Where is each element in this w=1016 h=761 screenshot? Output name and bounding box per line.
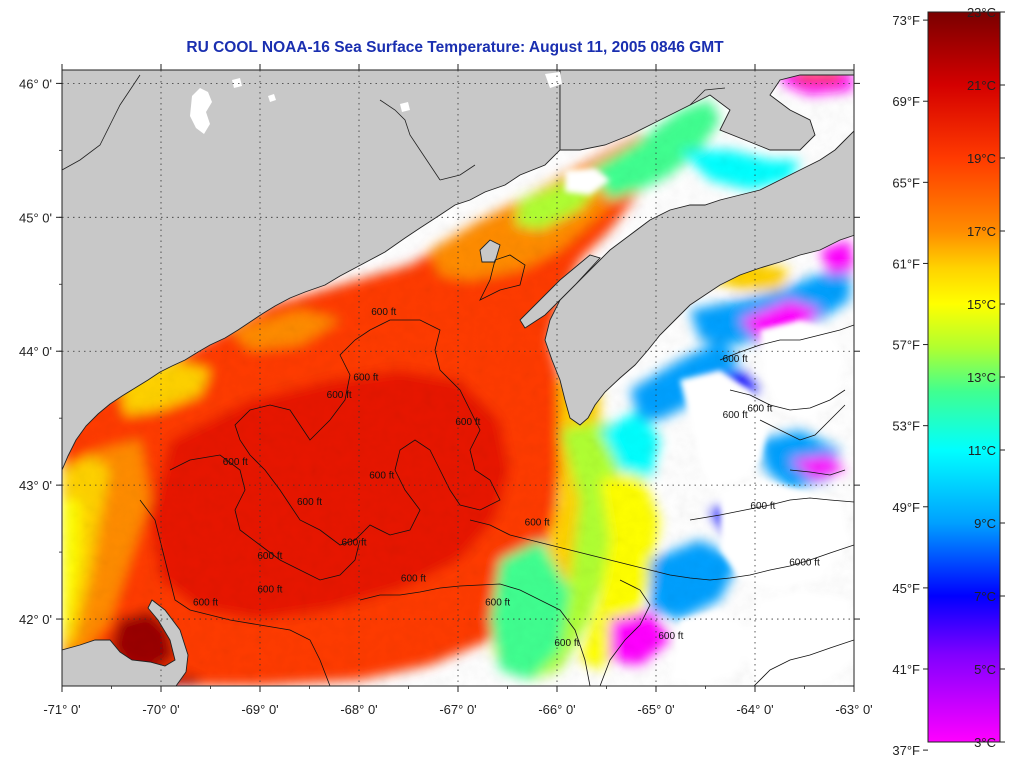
contour-label: 600 ft: [353, 373, 378, 384]
colorbar-celsius-labels: 23°C 21°C 19°C 17°C 15°C 13°C 11°C 9°C 7°C 5°C 3°C: [967, 5, 1005, 750]
colorbar-c-label: 3°C: [974, 735, 996, 750]
contour-label: 600 ft: [257, 584, 282, 595]
x-tick-label: -67° 0': [439, 702, 476, 717]
y-axis: 46° 0' 45° 0' 44° 0' 43° 0' 42° 0': [19, 76, 860, 627]
colorbar-c-label: 15°C: [967, 297, 996, 312]
contour-label: 600 ft: [401, 574, 426, 585]
contour-label: 6000 ft: [789, 557, 820, 568]
colorbar-c-label: 21°C: [967, 78, 996, 93]
contour-label: 600 ft: [193, 598, 218, 609]
contour-label: 600 ft: [369, 470, 394, 481]
x-tick-label: -65° 0': [637, 702, 674, 717]
colorbar-c-label: 17°C: [967, 224, 996, 239]
x-axis: -71° 0' -70° 0' -69° 0' -68° 0' -67° 0' -66° …: [43, 64, 873, 717]
colorbar-f-label: 45°F: [892, 581, 920, 596]
colorbar-fahrenheit-labels: 73°F 69°F 65°F 61°F 57°F 53°F 49°F 45°F 41°F 37°F: [892, 13, 928, 758]
y-tick-label: 42° 0': [19, 612, 52, 627]
y-tick-label: 46° 0': [19, 76, 52, 91]
contour-label: 600 ft: [747, 403, 772, 414]
contour-label: 600 ft: [327, 390, 352, 401]
colorbar-c-label: 19°C: [967, 151, 996, 166]
colorbar-c-label: 11°C: [968, 443, 996, 458]
bathymetry-contours: [139, 254, 854, 686]
colorbar-f-label: 65°F: [892, 175, 920, 190]
x-tick-label: -66° 0': [538, 702, 575, 717]
colorbar-c-label: 7°C: [974, 589, 996, 604]
colorbar-f-label: 61°F: [892, 256, 920, 271]
colorbar-scale: [927, 11, 1001, 743]
colorbar-c-label: 13°C: [967, 370, 996, 385]
colorbar-f-label: 69°F: [892, 94, 920, 109]
contour-label: 600 ft: [658, 631, 683, 642]
contour-label: 600 ft: [485, 598, 510, 609]
colorbar-f-label: 37°F: [892, 743, 920, 758]
y-tick-label: 44° 0': [19, 344, 52, 359]
no-data-patches: [565, 168, 854, 686]
contour-label: 600 ft: [723, 354, 748, 365]
colorbar-f-label: 49°F: [892, 500, 920, 515]
x-tick-label: -64° 0': [736, 702, 773, 717]
contour-label: 600 ft: [297, 497, 322, 508]
lakes: [190, 72, 562, 134]
land-borders: [62, 74, 726, 181]
contour-label: 600 ft: [723, 410, 748, 421]
y-tick-label: 45° 0': [19, 210, 52, 225]
y-tick-label: 43° 0': [19, 478, 52, 493]
x-tick-label: -70° 0': [142, 702, 179, 717]
colorbar-f-label: 57°F: [892, 338, 920, 353]
contour-label: 600 ft: [371, 307, 396, 318]
colorbar-c-label: 23°C: [967, 5, 996, 20]
colorbar-c-label: 5°C: [974, 662, 996, 677]
contour-label: 600 ft: [554, 638, 579, 649]
map-title: RU COOL NOAA-16 Sea Surface Temperature:…: [186, 39, 724, 56]
land: [62, 70, 854, 686]
colorbar-c-label: 9°C: [974, 516, 996, 531]
contour-label: 600 ft: [750, 501, 775, 512]
contour-label: 600 ft: [342, 537, 367, 548]
contour-label: 600 ft: [257, 551, 282, 562]
graticule-grid: [62, 70, 854, 686]
x-tick-label: -68° 0': [340, 702, 377, 717]
colorbar-f-label: 73°F: [892, 13, 920, 28]
colorbar: 73°F 69°F 65°F 61°F 57°F 53°F 49°F 45°F 41°F 37°F…: [892, 5, 1005, 758]
contour-label: 600 ft: [525, 517, 550, 528]
x-tick-label: -63° 0': [835, 702, 872, 717]
contour-label: 600 ft: [455, 417, 480, 428]
contour-label: 600 ft: [223, 457, 248, 468]
colorbar-f-label: 41°F: [892, 662, 920, 677]
colorbar-f-label: 53°F: [892, 419, 920, 434]
x-tick-label: -71° 0': [43, 702, 80, 717]
x-tick-label: -69° 0': [241, 702, 278, 717]
